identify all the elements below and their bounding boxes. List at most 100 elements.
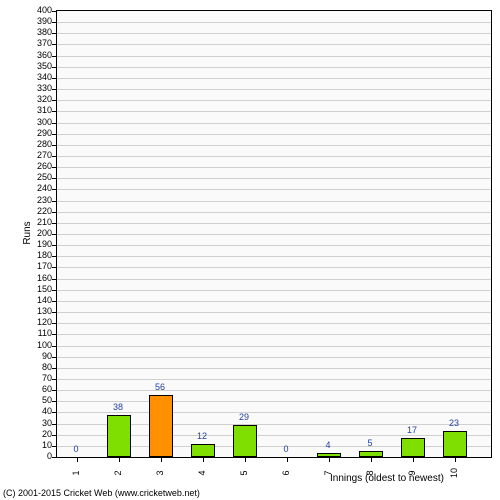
- grid-line: [57, 256, 491, 257]
- y-tick-label: 300: [37, 117, 52, 127]
- y-tick-label: 280: [37, 139, 52, 149]
- y-tick: [52, 234, 57, 235]
- x-tick: [245, 457, 246, 462]
- x-tick-label: 2: [113, 470, 123, 475]
- y-tick-label: 240: [37, 183, 52, 193]
- y-tick-label: 270: [37, 150, 52, 160]
- y-tick-label: 50: [42, 395, 52, 405]
- bar: [191, 444, 215, 457]
- y-tick-label: 100: [37, 340, 52, 350]
- bar-value-label: 0: [283, 444, 288, 454]
- y-tick: [52, 78, 57, 79]
- y-tick: [52, 201, 57, 202]
- y-tick: [52, 11, 57, 12]
- y-tick-label: 380: [37, 27, 52, 37]
- y-tick: [52, 279, 57, 280]
- bar-value-label: 29: [239, 412, 249, 422]
- y-tick: [52, 156, 57, 157]
- grid-line: [57, 368, 491, 369]
- grid-line: [57, 334, 491, 335]
- grid-line: [57, 357, 491, 358]
- y-tick-label: 230: [37, 195, 52, 205]
- y-tick-label: 360: [37, 50, 52, 60]
- y-tick: [52, 357, 57, 358]
- x-tick-label: 7: [323, 470, 333, 475]
- y-tick: [52, 346, 57, 347]
- bar-value-label: 0: [73, 444, 78, 454]
- y-tick: [52, 290, 57, 291]
- y-tick-label: 80: [42, 362, 52, 372]
- grid-line: [57, 123, 491, 124]
- grid-line: [57, 223, 491, 224]
- y-tick-label: 70: [42, 373, 52, 383]
- y-tick: [52, 223, 57, 224]
- y-tick-label: 220: [37, 206, 52, 216]
- y-tick: [52, 412, 57, 413]
- y-tick: [52, 435, 57, 436]
- x-tick-label: 10: [449, 468, 459, 478]
- grid-line: [57, 346, 491, 347]
- y-tick-label: 140: [37, 295, 52, 305]
- y-tick-label: 260: [37, 161, 52, 171]
- y-tick: [52, 312, 57, 313]
- y-tick: [52, 33, 57, 34]
- bar: [107, 415, 131, 457]
- y-tick: [52, 189, 57, 190]
- grid-line: [57, 212, 491, 213]
- bar-value-label: 38: [113, 402, 123, 412]
- grid-line: [57, 78, 491, 79]
- grid-line: [57, 156, 491, 157]
- x-tick: [119, 457, 120, 462]
- y-tick-label: 30: [42, 418, 52, 428]
- x-tick: [329, 457, 330, 462]
- x-tick-label: 1: [71, 470, 81, 475]
- y-tick: [52, 67, 57, 68]
- x-tick: [455, 457, 456, 462]
- y-tick: [52, 424, 57, 425]
- grid-line: [57, 44, 491, 45]
- bar-value-label: 56: [155, 382, 165, 392]
- y-tick: [52, 267, 57, 268]
- y-tick: [52, 167, 57, 168]
- grid-line: [57, 89, 491, 90]
- bar-value-label: 4: [325, 440, 330, 450]
- y-tick: [52, 256, 57, 257]
- grid-line: [57, 111, 491, 112]
- y-tick-label: 310: [37, 105, 52, 115]
- y-tick-label: 350: [37, 61, 52, 71]
- y-tick: [52, 178, 57, 179]
- y-tick: [52, 390, 57, 391]
- y-tick-label: 200: [37, 228, 52, 238]
- y-tick-label: 180: [37, 250, 52, 260]
- x-tick-label: 6: [281, 470, 291, 475]
- y-tick-label: 20: [42, 429, 52, 439]
- bar: [233, 425, 257, 457]
- x-tick-label: 5: [239, 470, 249, 475]
- y-tick: [52, 301, 57, 302]
- grid-line: [57, 33, 491, 34]
- y-tick-label: 320: [37, 94, 52, 104]
- grid-line: [57, 134, 491, 135]
- y-tick-label: 370: [37, 38, 52, 48]
- x-tick-label: 9: [407, 470, 417, 475]
- y-tick-label: 130: [37, 306, 52, 316]
- y-tick-label: 400: [37, 5, 52, 15]
- x-tick: [287, 457, 288, 462]
- grid-line: [57, 67, 491, 68]
- x-tick-label: 8: [365, 470, 375, 475]
- x-axis-title: Innings (oldest to newest): [330, 473, 444, 484]
- grid-line: [57, 178, 491, 179]
- x-tick: [161, 457, 162, 462]
- y-tick: [52, 134, 57, 135]
- grid-line: [57, 290, 491, 291]
- y-tick-label: 330: [37, 83, 52, 93]
- grid-line: [57, 56, 491, 57]
- y-tick-label: 0: [47, 451, 52, 461]
- grid-line: [57, 245, 491, 246]
- y-tick: [52, 334, 57, 335]
- grid-line: [57, 412, 491, 413]
- grid-line: [57, 301, 491, 302]
- y-tick-label: 160: [37, 273, 52, 283]
- y-tick: [52, 323, 57, 324]
- grid-line: [57, 167, 491, 168]
